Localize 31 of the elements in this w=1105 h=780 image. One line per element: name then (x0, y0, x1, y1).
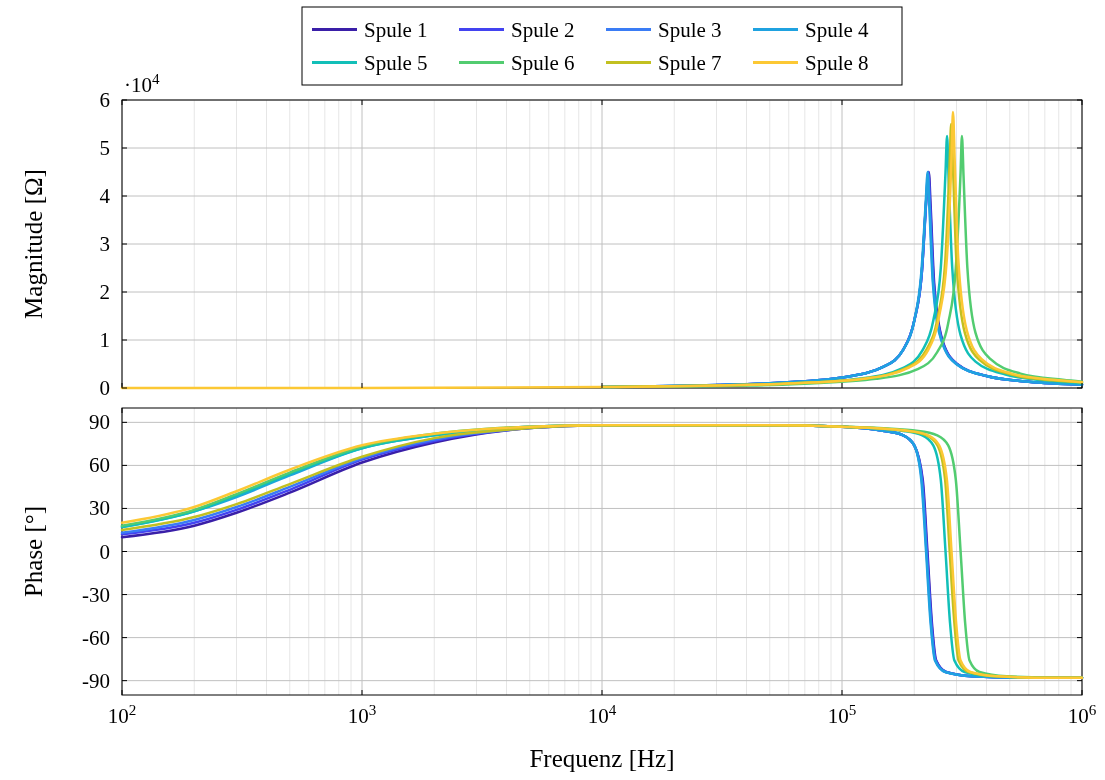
legend-label: Spule 8 (805, 50, 869, 75)
x-tick-label: 10$^{4}$ (587, 702, 617, 728)
y-axis-title: Phase [°] (20, 505, 47, 598)
y-tick-label: 60 (89, 453, 110, 478)
y-tick-label: 90 (89, 410, 110, 435)
y-tick-label: 4 (99, 184, 111, 208)
y-axis-title: Magnitude [Ω] (20, 169, 47, 319)
y-tick-label: 6 (99, 88, 110, 112)
x-tick-label: 10$^{6}$ (1067, 702, 1097, 728)
legend-label: Spule 6 (511, 50, 575, 75)
y-tick-label: -90 (82, 668, 110, 693)
y-tick-label: 0 (99, 539, 110, 564)
y-tick-label: 5 (99, 136, 110, 160)
text: ·10$^{4}$ (124, 71, 160, 97)
y-tick-label: -30 (82, 582, 110, 607)
y-tick-label: 3 (99, 232, 110, 256)
legend-label: Spule 2 (511, 17, 575, 42)
y-tick-label: 30 (89, 496, 110, 521)
legend-label: Spule 1 (364, 17, 428, 42)
x-tick-label: 10$^{5}$ (827, 702, 857, 728)
y-tick-label: 1 (99, 328, 110, 352)
y-tick-label: 2 (99, 280, 110, 304)
y-tick-label: -60 (82, 625, 110, 650)
legend-label: Spule 5 (364, 50, 428, 75)
x-tick-label: 10$^{3}$ (347, 702, 377, 728)
legend-label: Spule 7 (658, 50, 722, 75)
legend-label: Spule 4 (805, 17, 870, 42)
x-axis-title: Frequenz [Hz] (529, 745, 675, 772)
y-tick-label: 0 (99, 376, 110, 400)
x-tick-label: 10$^{2}$ (107, 702, 137, 728)
legend-label: Spule 3 (658, 17, 722, 42)
